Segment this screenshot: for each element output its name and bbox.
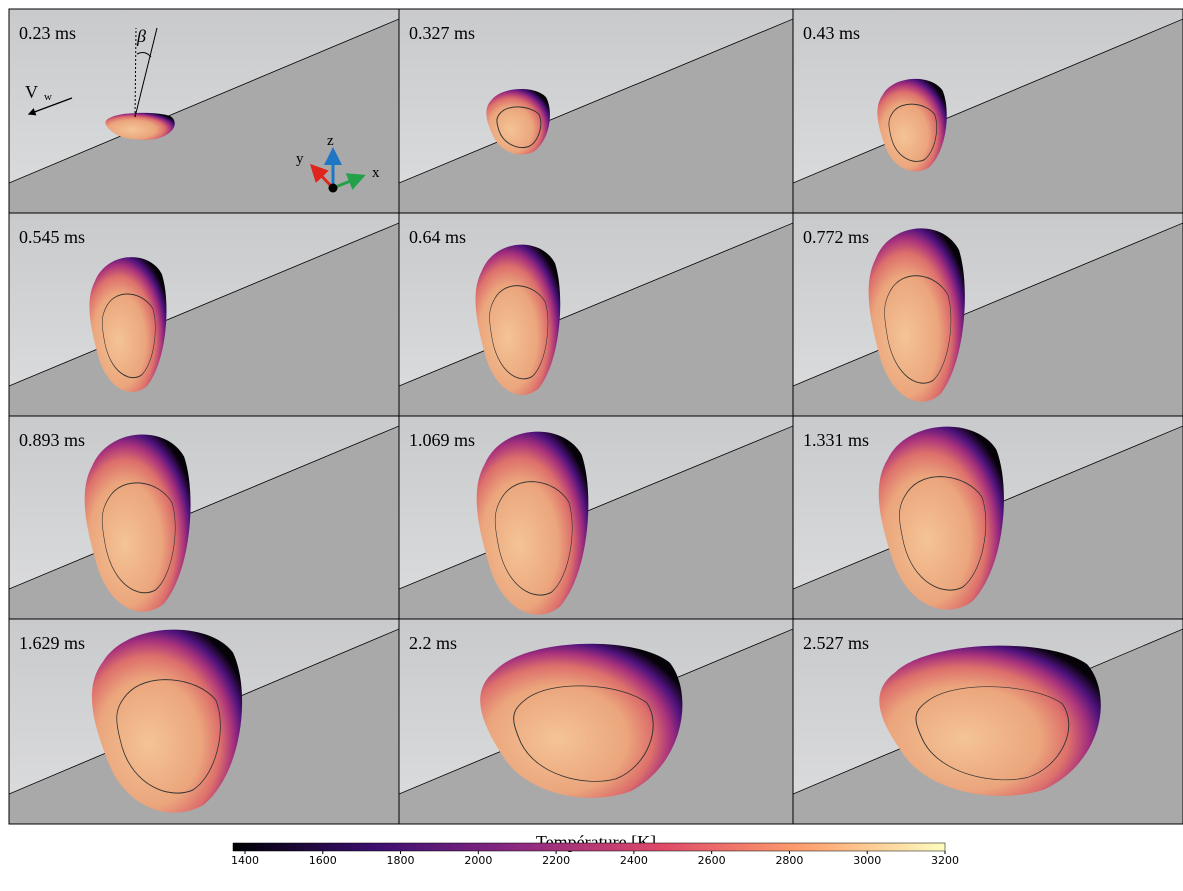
melt-pool: [480, 643, 683, 798]
melt-pool: [84, 434, 191, 612]
panel-content: [793, 619, 1183, 824]
melt-pool: [105, 112, 175, 140]
velocity-arrow: [27, 97, 73, 116]
colorbar-tick-label: 2000: [464, 854, 492, 867]
time-label: 1.069 ms: [409, 430, 475, 450]
solid-core: [494, 481, 573, 596]
melt-pool: [486, 89, 550, 155]
panel: 0.23 ms: [8, 8, 400, 214]
panel-content: [9, 213, 399, 416]
panel: 2.2 ms: [398, 618, 794, 825]
colorbar-tick-label: 1600: [309, 854, 337, 867]
melt-pool: [91, 629, 243, 813]
time-label: 1.629 ms: [19, 633, 85, 653]
panel-content: [399, 213, 793, 416]
colorbar-tick-label: 2200: [542, 854, 570, 867]
solid-core: [101, 293, 156, 379]
panel-content: [793, 9, 1183, 213]
panel: 0.545 ms: [8, 212, 400, 417]
panel-content: [399, 416, 793, 619]
melt-pool: [868, 228, 965, 402]
origin-dot: [328, 183, 338, 193]
colorbar-tick-label: 1400: [231, 854, 259, 867]
time-label: 1.331 ms: [803, 430, 869, 450]
substrate: [793, 18, 1183, 213]
melt-pool: [476, 431, 589, 615]
solid-core: [101, 482, 176, 594]
melt-pool: [879, 645, 1101, 796]
angle-arc: [136, 52, 152, 58]
solid-core: [915, 686, 1070, 781]
solid-core: [116, 679, 221, 794]
solid-core: [888, 103, 938, 162]
panel: 0.893 ms: [8, 415, 400, 620]
panel: 2.527 ms: [792, 618, 1183, 825]
colorbar-tick-label: 2800: [775, 854, 803, 867]
y-label: y: [296, 151, 304, 167]
solid-core: [489, 285, 549, 380]
x-label: x: [372, 165, 380, 181]
panel-content: [9, 9, 399, 213]
z-label: z: [327, 133, 334, 149]
substrate: [9, 18, 399, 213]
panel-content: [399, 9, 793, 213]
panel-content: [793, 416, 1183, 619]
time-label: 2.527 ms: [803, 633, 869, 653]
panel-content: [9, 619, 399, 824]
velocity-subscript: w: [44, 91, 52, 103]
panel: 1.629 ms: [8, 618, 400, 825]
panel-annotations: β V w z y x: [25, 26, 380, 193]
time-label: 0.43 ms: [803, 23, 860, 43]
time-label: 0.545 ms: [19, 227, 85, 247]
time-label: 2.2 ms: [409, 633, 457, 653]
reference-line: [134, 27, 137, 118]
melt-pool: [89, 257, 167, 392]
colorbar-tick-label: 2600: [698, 854, 726, 867]
panel: 1.331 ms: [792, 415, 1183, 620]
time-label: 0.893 ms: [19, 430, 85, 450]
melt-pool: [877, 78, 947, 172]
x-arrow: [332, 173, 366, 190]
velocity-label: V: [25, 82, 38, 102]
time-label: 0.772 ms: [803, 227, 869, 247]
melt-pool: [475, 244, 561, 395]
panel: 0.327 ms: [398, 8, 794, 214]
solid-core: [884, 275, 952, 384]
colorbar-tick-label: 1800: [387, 854, 415, 867]
tilt-line: [134, 27, 158, 118]
solid-core: [496, 106, 542, 148]
y-arrow: [309, 163, 335, 190]
colorbar-tick-label: 3200: [931, 854, 959, 867]
angle-label: β: [136, 26, 146, 46]
melt-pool: [878, 426, 1004, 610]
solid-core: [899, 476, 987, 591]
panel-content: [793, 213, 1183, 416]
panel-content: [399, 619, 793, 824]
panel: 1.069 ms: [398, 415, 794, 620]
colorbar-tick-label: 3000: [853, 854, 881, 867]
panel: 0.772 ms: [792, 212, 1183, 417]
time-label: 0.327 ms: [409, 23, 475, 43]
colorbar-tick-label: 2400: [620, 854, 648, 867]
panel-content: [9, 416, 399, 619]
panel: 0.64 ms: [398, 212, 794, 417]
panel-grid: 0.23 ms 0.327 ms 0.43 ms 0.545 ms 0.64 ms 0.7…: [8, 8, 1183, 825]
solid-core: [513, 685, 654, 782]
time-label: 0.64 ms: [409, 227, 466, 247]
panel-border: [792, 618, 1183, 825]
substrate: [399, 18, 793, 213]
colorbar: [232, 842, 946, 852]
time-label: 0.23 ms: [19, 23, 76, 43]
panel: 0.43 ms: [792, 8, 1183, 214]
